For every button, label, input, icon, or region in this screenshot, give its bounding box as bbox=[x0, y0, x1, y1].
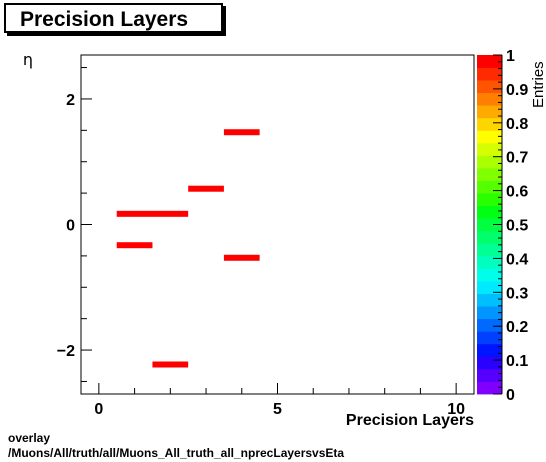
x-tick-label: 5 bbox=[273, 401, 282, 418]
color-scale-band bbox=[477, 142, 502, 156]
color-scale-band bbox=[477, 92, 502, 106]
color-scale-label-tick: 0.9 bbox=[506, 82, 528, 99]
y-tick-label: 0 bbox=[66, 218, 75, 235]
plot-frame bbox=[80, 54, 475, 395]
color-scale-band bbox=[477, 381, 502, 395]
heatmap-cell bbox=[188, 185, 224, 192]
color-scale-band bbox=[477, 268, 502, 282]
x-axis-label: Precision Layers bbox=[346, 412, 474, 429]
heatmap-cell bbox=[152, 361, 189, 368]
color-scale-band bbox=[477, 117, 502, 131]
color-scale-label-tick: 0.1 bbox=[506, 353, 528, 370]
color-scale-band bbox=[477, 331, 502, 345]
chart-title: Precision Layers bbox=[20, 8, 189, 31]
color-scale-band bbox=[477, 205, 502, 219]
y-tick-label: 2 bbox=[66, 92, 75, 109]
color-scale-band bbox=[477, 356, 502, 370]
y-axis-label: η bbox=[23, 50, 33, 69]
color-scale-label-tick: 0.6 bbox=[506, 184, 528, 201]
y-tick-label: −2 bbox=[57, 343, 75, 360]
plot-area bbox=[116, 129, 260, 368]
color-scale-label-tick: 0.3 bbox=[506, 285, 528, 302]
color-scale-band bbox=[477, 105, 502, 119]
color-scale-band bbox=[477, 218, 502, 232]
color-scale-band bbox=[477, 343, 502, 357]
color-scale-label-tick: 1 bbox=[506, 48, 515, 65]
color-scale-label-tick: 0.7 bbox=[506, 150, 528, 167]
color-scale-band bbox=[477, 230, 502, 244]
x-tick-label: 0 bbox=[94, 401, 103, 418]
footer-path: /Muons/All/truth/all/Muons_All_truth_all… bbox=[8, 446, 345, 460]
axes: 0 5 10 −2 0 2 bbox=[57, 54, 475, 418]
color-scale-label: Entries bbox=[530, 61, 546, 108]
color-scale: 0 0.1 0.2 0.3 0.4 0.5 0.6 0.7 0.8 0.9 1 bbox=[477, 48, 528, 404]
footer-overlay: overlay bbox=[8, 431, 51, 445]
color-scale-label-tick: 0 bbox=[506, 387, 515, 404]
color-scale-band bbox=[477, 281, 502, 294]
color-scale-band bbox=[477, 243, 502, 257]
color-scale-band bbox=[477, 155, 502, 169]
heatmap-cell bbox=[116, 210, 189, 217]
color-scale-band bbox=[477, 318, 502, 332]
color-scale-band bbox=[477, 193, 502, 207]
color-scale-band bbox=[477, 168, 502, 181]
color-scale-band bbox=[477, 67, 502, 81]
color-scale-band bbox=[477, 80, 502, 94]
color-scale-label-tick: 0.4 bbox=[506, 251, 528, 268]
title-box: Precision Layers bbox=[4, 3, 223, 33]
color-scale-band bbox=[477, 255, 502, 269]
color-scale-label-tick: 0.2 bbox=[506, 319, 528, 336]
color-scale-band bbox=[477, 368, 502, 382]
color-scale-band bbox=[477, 293, 502, 307]
color-scale-band bbox=[477, 55, 502, 68]
color-scale-label-tick: 0.8 bbox=[506, 116, 528, 133]
color-scale-band bbox=[477, 130, 502, 144]
color-scale-band bbox=[477, 180, 502, 194]
x-tick-label: 10 bbox=[447, 401, 465, 418]
color-scale-band bbox=[477, 306, 502, 320]
color-scale-label-tick: 0.5 bbox=[506, 218, 528, 235]
heatmap-cell bbox=[116, 242, 153, 249]
heatmap-cell bbox=[223, 254, 260, 261]
heatmap-cell bbox=[223, 129, 260, 136]
